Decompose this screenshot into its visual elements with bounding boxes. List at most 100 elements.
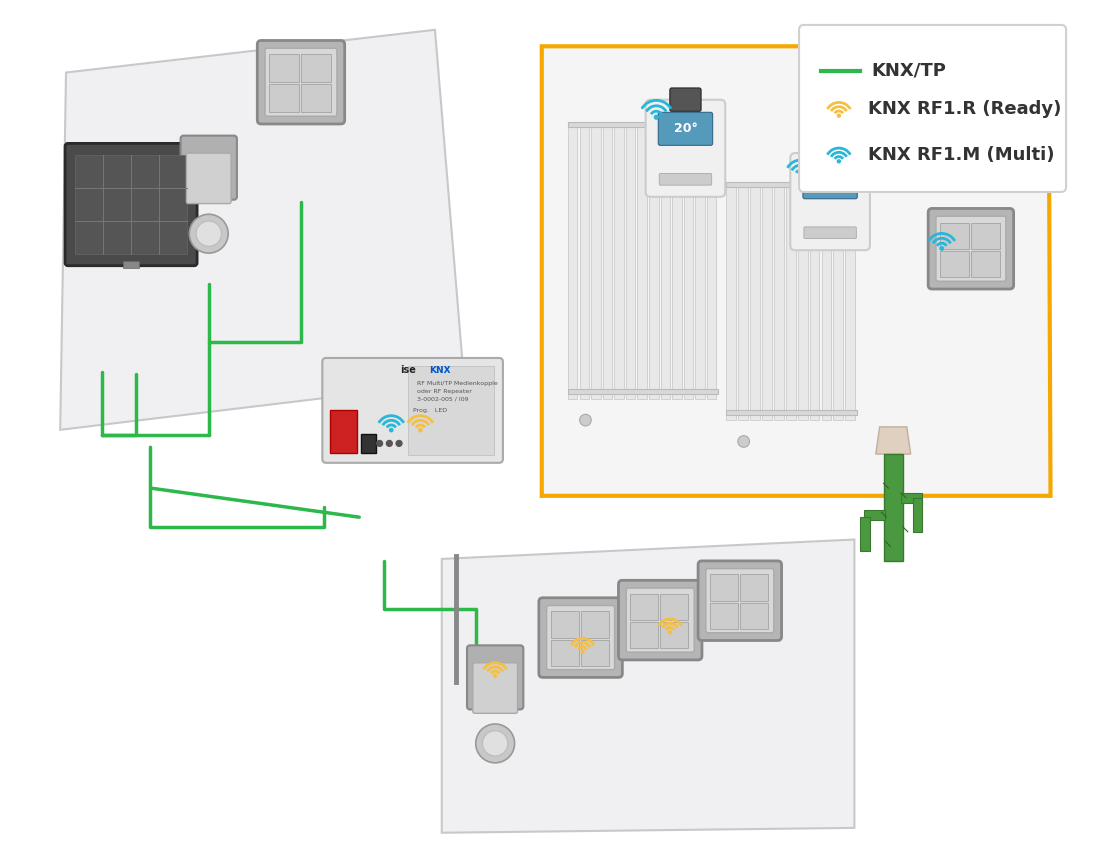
Circle shape (494, 674, 497, 678)
Circle shape (837, 160, 840, 163)
Bar (637, 127, 647, 399)
Bar (660, 594, 689, 620)
Bar (672, 127, 682, 399)
Bar (630, 594, 658, 620)
Bar (726, 182, 857, 187)
FancyBboxPatch shape (626, 588, 694, 652)
Circle shape (940, 246, 944, 250)
Circle shape (475, 724, 515, 763)
Circle shape (580, 414, 592, 426)
Bar (785, 187, 795, 420)
FancyBboxPatch shape (803, 166, 857, 199)
FancyBboxPatch shape (265, 48, 337, 116)
FancyBboxPatch shape (547, 606, 615, 670)
Bar (301, 84, 331, 113)
Circle shape (419, 429, 422, 432)
Bar (901, 493, 923, 502)
Bar (740, 574, 768, 601)
Text: 20°: 20° (818, 175, 843, 189)
FancyBboxPatch shape (322, 358, 503, 462)
Bar (361, 434, 376, 453)
Bar (726, 411, 857, 415)
Bar (939, 223, 969, 249)
Text: 20°: 20° (673, 122, 697, 136)
Bar (939, 252, 969, 277)
Bar (740, 602, 768, 628)
Circle shape (196, 221, 221, 246)
Bar (330, 411, 358, 453)
FancyBboxPatch shape (928, 208, 1013, 289)
Bar (661, 127, 670, 399)
Bar (971, 223, 1000, 249)
Bar (268, 84, 299, 113)
FancyBboxPatch shape (815, 141, 846, 165)
Bar (865, 511, 886, 520)
FancyBboxPatch shape (646, 100, 725, 197)
Bar (810, 187, 820, 420)
FancyBboxPatch shape (804, 227, 856, 239)
Bar (580, 127, 588, 399)
Bar (707, 127, 716, 399)
Bar (581, 639, 608, 666)
Text: KNX RF1.M (Multi): KNX RF1.M (Multi) (868, 146, 1055, 164)
FancyBboxPatch shape (706, 568, 773, 633)
Polygon shape (542, 47, 1050, 495)
Circle shape (376, 440, 383, 446)
Bar (301, 54, 331, 82)
Bar (591, 127, 601, 399)
Bar (971, 252, 1000, 277)
Bar (774, 187, 783, 420)
Bar (710, 574, 738, 601)
FancyBboxPatch shape (799, 25, 1066, 192)
Bar (913, 498, 923, 532)
Bar (568, 122, 718, 127)
Bar (550, 639, 579, 666)
Circle shape (389, 429, 393, 432)
Bar (883, 454, 903, 561)
FancyBboxPatch shape (468, 645, 524, 710)
Circle shape (837, 114, 840, 117)
Circle shape (581, 650, 584, 653)
FancyBboxPatch shape (618, 580, 702, 660)
Bar (695, 127, 705, 399)
Bar (860, 518, 870, 551)
Bar (649, 127, 659, 399)
Text: KNX/TP: KNX/TP (872, 62, 947, 80)
Circle shape (483, 731, 508, 756)
Bar (123, 261, 139, 268)
Circle shape (189, 214, 228, 253)
Bar (822, 187, 832, 420)
FancyBboxPatch shape (186, 153, 231, 203)
Text: KNX: KNX (429, 367, 451, 375)
Text: 3-0002-005 / I09: 3-0002-005 / I09 (418, 396, 469, 401)
FancyBboxPatch shape (408, 366, 494, 455)
FancyBboxPatch shape (180, 136, 236, 200)
Polygon shape (60, 30, 464, 429)
Text: ise: ise (400, 366, 416, 375)
FancyBboxPatch shape (659, 174, 712, 185)
Text: Prog.   LED: Prog. LED (412, 408, 447, 413)
Bar (614, 127, 624, 399)
Polygon shape (442, 540, 855, 833)
Bar (268, 54, 299, 82)
FancyBboxPatch shape (670, 88, 701, 111)
Bar (550, 612, 579, 638)
Bar (750, 187, 760, 420)
Bar (846, 187, 855, 420)
FancyBboxPatch shape (658, 113, 713, 146)
Text: oder RF Repeater: oder RF Repeater (418, 389, 472, 394)
Text: KNX RF1.R (Ready): KNX RF1.R (Ready) (868, 101, 1062, 119)
FancyBboxPatch shape (790, 153, 870, 250)
Bar (738, 187, 748, 420)
Circle shape (396, 440, 402, 446)
Bar (603, 127, 613, 399)
Bar (834, 187, 844, 420)
Bar (726, 187, 736, 420)
Bar (710, 602, 738, 628)
Circle shape (386, 440, 393, 446)
Bar (568, 127, 578, 399)
Polygon shape (876, 427, 911, 454)
FancyBboxPatch shape (936, 216, 1005, 281)
Bar (660, 622, 689, 648)
FancyBboxPatch shape (65, 143, 197, 266)
